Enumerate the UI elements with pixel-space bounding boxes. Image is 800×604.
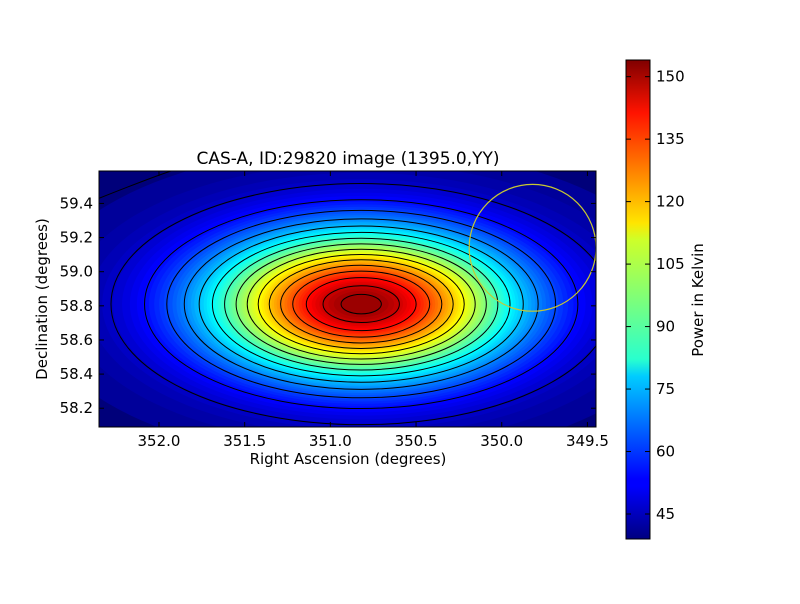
y-axis: 58.2 58.4 58.6 58.8 59.0 59.2 59.4: [60, 194, 596, 417]
marker-circle-layer: [468, 183, 596, 312]
y-tick-label: 59.0: [60, 263, 93, 281]
colorbar-tick-label: 75: [656, 380, 675, 398]
heatmap-field: [99, 171, 596, 427]
y-tick-label: 58.6: [60, 331, 93, 349]
x-tick-label: 350.5: [395, 432, 438, 450]
y-tick-label: 58.4: [60, 365, 93, 383]
heat-band: [340, 294, 382, 315]
colorbar-tick-label: 45: [656, 505, 675, 523]
colorbar: 45 60 75 90 105 120 135 150 Power in Kelvin: [625, 59, 707, 540]
contour-line: [235, 243, 487, 365]
contour-line: [322, 285, 400, 324]
plot-area: [98, 170, 597, 428]
y-tick-label: 58.2: [60, 399, 93, 417]
contour-lines: [99, 171, 596, 426]
x-tick-label: 352.0: [138, 432, 181, 450]
y-tick-label: 59.4: [60, 194, 93, 212]
colorbar-ticks: 45 60 75 90 105 120 135 150: [626, 68, 685, 523]
colorbar-label: Power in Kelvin: [689, 243, 707, 357]
contour-line: [280, 264, 443, 344]
chart-title: CAS-A, ID:29820 image (1395.0,YY): [196, 149, 499, 169]
contour-line: [224, 237, 499, 371]
y-axis-label: Declination (degrees): [33, 218, 51, 380]
colorbar-tick-label: 105: [656, 255, 685, 273]
contour-line: [183, 218, 539, 390]
contour-line: [198, 225, 524, 383]
contour-line-corner: [99, 171, 172, 199]
colorbar-tick-label: 90: [656, 318, 675, 336]
x-tick-label: 349.5: [566, 432, 609, 450]
x-axis: 352.0 351.5 351.0 350.5 350.0 349.5: [138, 171, 609, 450]
contour-line: [257, 253, 465, 355]
contour-line: [110, 183, 596, 426]
marker-circle: [468, 183, 596, 312]
contour-line: [211, 231, 511, 377]
colorbar-tick-label: 120: [656, 193, 685, 211]
colorbar-tick-label: 135: [656, 130, 685, 148]
contour-line: [340, 293, 382, 315]
contour-line: [246, 248, 476, 360]
contour-line: [166, 209, 557, 399]
x-tick-label: 351.0: [309, 432, 352, 450]
colorbar-tick-label: 60: [656, 443, 675, 461]
contour-line: [268, 259, 454, 349]
y-tick-label: 58.8: [60, 297, 93, 315]
colorbar-tick-label: 150: [656, 68, 685, 86]
x-tick-label: 351.5: [223, 432, 266, 450]
contour-line: [292, 270, 431, 338]
contour-line: [305, 277, 417, 332]
x-axis-label: Right Ascension (degrees): [250, 450, 447, 468]
y-tick-label: 59.2: [60, 229, 93, 247]
x-tick-label: 350.0: [480, 432, 523, 450]
contour-line: [144, 199, 579, 410]
colorbar-gradient: [625, 59, 651, 540]
plot-frame: [98, 170, 597, 428]
